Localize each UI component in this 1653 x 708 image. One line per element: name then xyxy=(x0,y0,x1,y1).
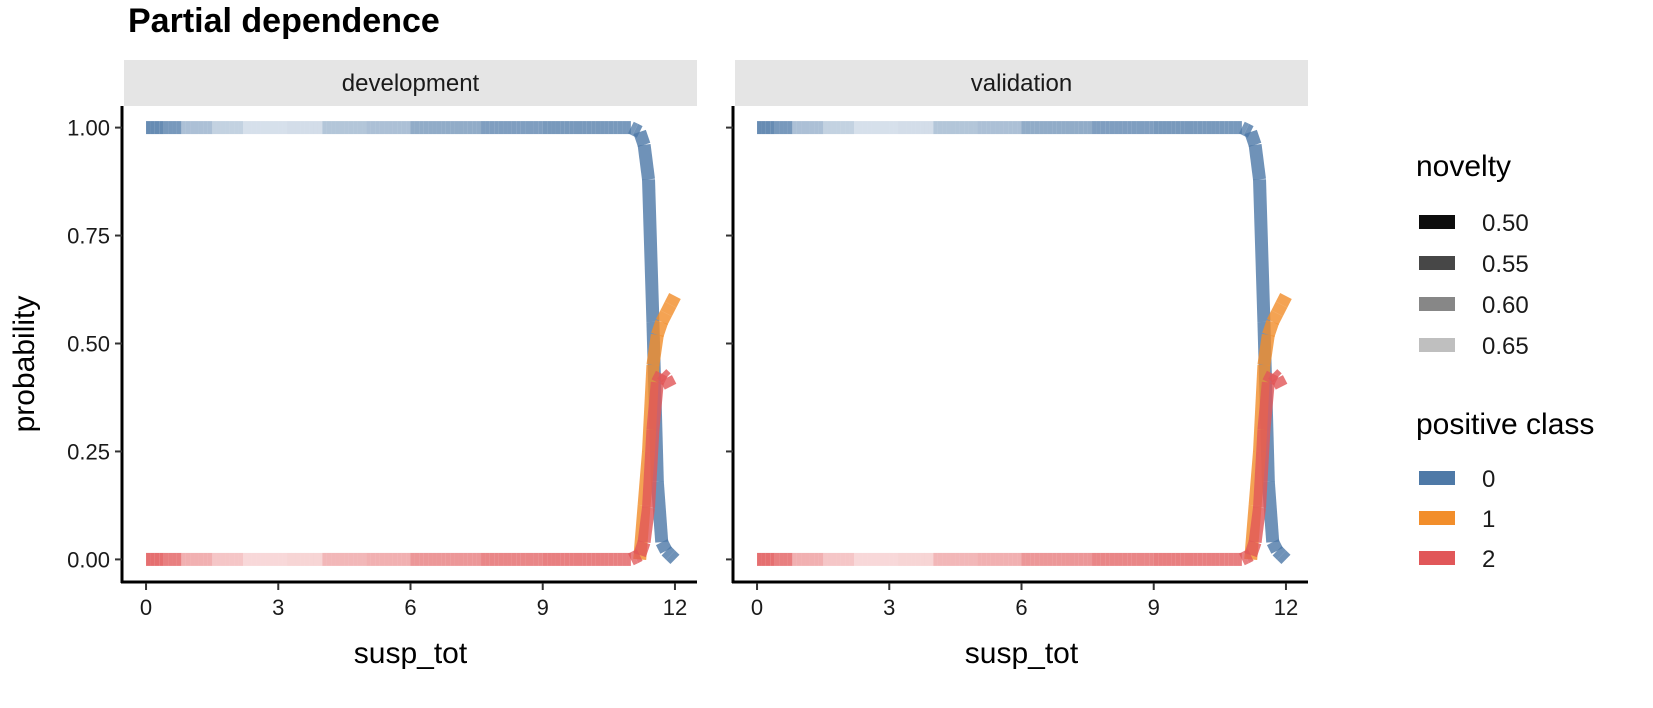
legend-positive-class: positive class 0 1 2 xyxy=(1416,408,1594,573)
series-0-segment xyxy=(1277,550,1291,565)
y-tick-label: 0.00 xyxy=(67,547,110,572)
x-axis-label: susp_tot xyxy=(354,637,468,670)
x-axis-label: susp_tot xyxy=(965,637,1079,670)
legend-novelty-key xyxy=(1419,338,1455,352)
series-2-segment xyxy=(1244,540,1262,558)
series-1-segment xyxy=(664,293,681,308)
series-0-segment xyxy=(1244,129,1262,147)
legend-class-title: positive class xyxy=(1416,408,1594,441)
series-2-line xyxy=(757,369,1288,566)
y-tick-label: 0.25 xyxy=(67,439,110,464)
series-2-segment xyxy=(1271,375,1288,390)
series-0-segment xyxy=(1266,539,1283,554)
panel-development: development 0.00 0.25 0.50 0.75 1.00 0 3 6 9 12 sus… xyxy=(67,60,697,670)
series-lines xyxy=(146,121,681,566)
series-1-segment xyxy=(1262,319,1279,337)
legend-class-label: 2 xyxy=(1482,546,1495,573)
series-2-segment xyxy=(660,375,677,390)
legend-class-key-1 xyxy=(1419,511,1455,525)
series-0-segment xyxy=(1261,481,1280,543)
legend-novelty-label: 0.60 xyxy=(1482,292,1529,319)
x-tick-label: 9 xyxy=(537,595,549,620)
x-tick-label: 9 xyxy=(1148,595,1160,620)
facet-strip xyxy=(124,60,697,106)
series-1-segment xyxy=(1257,333,1275,367)
x-tick-label: 6 xyxy=(404,595,416,620)
x-tick-label: 0 xyxy=(140,595,152,620)
series-1-segment xyxy=(655,310,672,325)
legend-novelty-key xyxy=(1419,297,1455,311)
series-2-segment xyxy=(633,540,651,558)
legend-novelty-key xyxy=(1419,215,1455,229)
legend-novelty-label: 0.65 xyxy=(1482,333,1529,360)
series-0-segment xyxy=(642,179,660,323)
y-tick-label: 0.75 xyxy=(67,224,110,249)
series-0-segment xyxy=(1272,546,1287,560)
y-tick-label: 1.00 xyxy=(67,116,110,141)
series-2-segment xyxy=(1239,551,1250,566)
facet-strip-label: development xyxy=(342,70,480,97)
x-tick-label: 12 xyxy=(663,595,687,620)
y-axis-label: probability xyxy=(8,296,41,433)
series-2-segment xyxy=(637,506,655,543)
x-tick-label: 3 xyxy=(272,595,284,620)
series-0-segment xyxy=(628,121,639,136)
series-0-line xyxy=(757,121,1291,565)
facet-strip xyxy=(735,60,1308,106)
series-1-segment xyxy=(660,301,677,317)
series-2-segment xyxy=(1248,506,1266,543)
series-2-segment xyxy=(1243,549,1254,564)
x-tick-label: 6 xyxy=(1015,595,1027,620)
y-tick-label: 0.50 xyxy=(67,332,110,357)
legend-novelty-key xyxy=(1419,256,1455,270)
legend-novelty-label: 0.50 xyxy=(1482,210,1529,237)
series-2-segment xyxy=(1268,369,1282,383)
facet-strip-label: validation xyxy=(971,70,1072,97)
series-0-line xyxy=(146,121,680,565)
series-2-segment xyxy=(632,549,643,564)
series-1-segment xyxy=(1271,301,1288,317)
series-0-segment xyxy=(1243,123,1254,138)
x-tick-label: 12 xyxy=(1274,595,1298,620)
series-2-segment xyxy=(628,551,639,566)
series-0-segment xyxy=(1253,179,1271,323)
series-2-segment xyxy=(1257,381,1275,431)
series-1-segment xyxy=(1266,310,1283,325)
x-tick-label: 0 xyxy=(751,595,763,620)
series-1-segment xyxy=(646,333,664,367)
series-0-segment xyxy=(633,129,651,147)
legend-class-key-2 xyxy=(1419,551,1455,565)
series-0-segment xyxy=(637,144,655,181)
series-0-segment xyxy=(655,539,672,554)
series-0-segment xyxy=(661,546,676,560)
series-0-segment xyxy=(1248,144,1266,181)
series-lines xyxy=(757,121,1292,566)
series-1-segment xyxy=(651,319,668,337)
legend-novelty-label: 0.55 xyxy=(1482,251,1529,278)
legend-novelty: novelty 0.50 0.55 0.60 0.65 xyxy=(1416,150,1529,360)
legend-class-label: 1 xyxy=(1482,506,1495,533)
legend-novelty-title: novelty xyxy=(1416,150,1511,183)
series-0-segment xyxy=(666,550,680,565)
series-0-segment xyxy=(1239,121,1250,136)
series-1-segment xyxy=(1275,293,1292,308)
series-2-segment xyxy=(642,429,660,508)
series-0-segment xyxy=(632,123,643,138)
series-2-line xyxy=(146,369,677,566)
series-2-segment xyxy=(1253,429,1271,508)
series-2-segment xyxy=(657,369,671,383)
panel-validation: validation 0 3 6 9 12 susp_tot xyxy=(726,60,1308,670)
x-tick-label: 3 xyxy=(883,595,895,620)
facet-panels: development 0.00 0.25 0.50 0.75 1.00 0 3 6 9 12 sus… xyxy=(67,60,1308,670)
series-0-segment xyxy=(650,481,669,543)
chart-title: Partial dependence xyxy=(128,2,440,40)
legend-class-label: 0 xyxy=(1482,466,1495,493)
series-2-segment xyxy=(646,381,664,431)
legend-class-key-0 xyxy=(1419,471,1455,485)
